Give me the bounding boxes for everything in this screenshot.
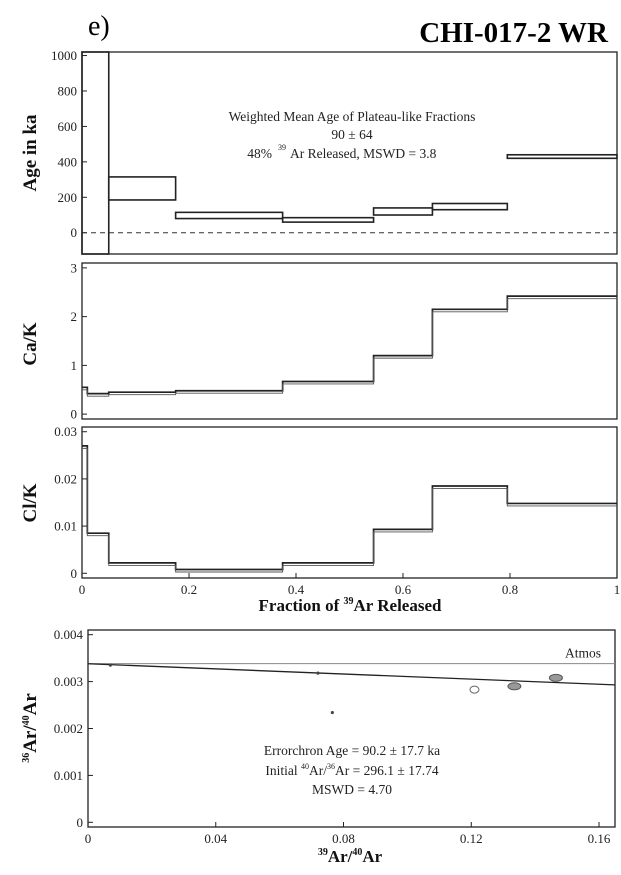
atmos-label: Atmos — [565, 646, 601, 661]
errorchron-initial: Initial 40Ar/36Ar = 296.1 ± 17.74 — [265, 762, 438, 778]
age-ytick-label: 200 — [58, 190, 78, 205]
plateau-annotation-sup: 39 — [278, 143, 286, 152]
errorchron-mswd: MSWD = 4.70 — [312, 782, 392, 797]
isochron-point — [108, 663, 112, 667]
ca-k-ylabel: Ca/K — [20, 322, 41, 366]
age-step-box — [281, 216, 375, 223]
fraction-xlabel-post: Ar Released — [354, 596, 443, 615]
age-ytick-label: 600 — [58, 119, 78, 134]
age-ytick-label: 0 — [71, 225, 78, 240]
isochron-xtick-label: 0.16 — [588, 831, 611, 846]
isochron-xtick-label: 0.04 — [204, 831, 227, 846]
isochron-xlabel-sup1: 39 — [318, 847, 328, 858]
errorchron-initial-sup1: 40 — [301, 762, 309, 771]
fraction-xlabel-pre: Fraction of — [259, 596, 344, 615]
fraction-xlabel: Fraction of 39Ar Released — [259, 596, 443, 615]
sample-title: CHI-017-2 WR — [419, 17, 609, 49]
ca-k-ytick-label: 1 — [71, 358, 78, 373]
isochron-point — [469, 685, 480, 694]
cl-k-ylabel: Cl/K — [20, 483, 41, 522]
errorchron-age: Errorchron Age = 90.2 ± 17.7 ka — [264, 743, 440, 758]
ca-k-ytick-label: 0 — [71, 407, 78, 422]
isochron-xlabel: 39Ar/40Ar — [318, 847, 383, 866]
ca-k-step-line — [82, 295, 617, 395]
ca-k-panel: Ca/K 0 1 2 3 — [20, 260, 618, 422]
fraction-xlabel-sup: 39 — [344, 596, 354, 607]
ca-k-frame — [81, 262, 618, 420]
isochron-xlabel-part2: Ar — [362, 847, 382, 866]
cl-k-panel: Cl/K Fraction of 39Ar Released 0 0.01 0.02… — [20, 424, 620, 615]
fraction-xtick-label: 0 — [79, 582, 86, 597]
age-ytick-label: 1000 — [51, 48, 77, 63]
svg-text:36Ar/40Ar: 36Ar/40Ar — [20, 693, 41, 763]
errorchron-initial-mid: Ar/ — [309, 763, 327, 778]
age-step-box — [372, 207, 434, 216]
isochron-ytick-label: 0.001 — [54, 768, 83, 783]
isochron-ytick-label: 0.002 — [54, 721, 83, 736]
isochron-ylabel-sup1: 36 — [21, 753, 32, 763]
fraction-xtick-label: 0.4 — [288, 582, 305, 597]
fraction-xtick-label: 0.8 — [502, 582, 518, 597]
cl-k-step-line-lower — [82, 447, 617, 573]
isochron-ytick-label: 0.004 — [54, 627, 84, 642]
fraction-xtick-label: 0.6 — [395, 582, 412, 597]
isochron-ylabel: 36Ar/40Ar — [20, 693, 41, 763]
cl-k-ytick-label: 0 — [71, 566, 78, 581]
cl-k-ytick-label: 0.02 — [54, 471, 77, 486]
age-ytick-label: 400 — [58, 154, 78, 169]
age-spectrum-ylabel: Age in ka — [20, 114, 41, 192]
ca-k-ytick-label: 3 — [71, 260, 78, 275]
isochron-frame — [87, 629, 616, 828]
cl-k-step-line — [82, 445, 617, 571]
isochron-xlabel-sup2: 40 — [352, 847, 362, 858]
fraction-xtick-label: 0.2 — [181, 582, 197, 597]
isochron-ytick-label: 0.003 — [54, 674, 83, 689]
plateau-annotation-percent: 48% — [247, 146, 272, 161]
errorchron-fit-line — [87, 663, 616, 686]
ca-k-step-line-lower — [82, 298, 617, 397]
isochron-ylabel-part2: Ar — [20, 693, 41, 716]
isochron-point — [507, 682, 522, 691]
isochron-ylabel-part1: Ar/ — [20, 725, 41, 753]
isochron-xlabel-part1: Ar/ — [328, 847, 353, 866]
age-spectrum-panel: Age in ka Weighted Mean Age of Plateau-l… — [20, 48, 618, 255]
isochron-xtick-label: 0.12 — [460, 831, 483, 846]
plateau-annotation: Weighted Mean Age of Plateau-like Fracti… — [229, 109, 476, 161]
isochron-xtick-label: 0 — [85, 831, 92, 846]
errorchron-initial-sup2: 36 — [327, 762, 335, 771]
age-step-box — [81, 51, 110, 255]
isochron-point — [330, 710, 334, 715]
age-step-box — [107, 176, 177, 201]
errorchron-annotation: Errorchron Age = 90.2 ± 17.7 ka Initial … — [264, 743, 440, 797]
age-step-box — [174, 211, 284, 220]
isochron-point — [316, 671, 320, 675]
age-step-box — [431, 202, 509, 211]
isochron-ylabel-sup2: 40 — [21, 715, 32, 725]
errorchron-initial-post: Ar = 296.1 ± 17.74 — [335, 763, 439, 778]
plateau-annotation-line3: Ar Released, MSWD = 3.8 — [290, 146, 437, 161]
errorchron-initial-pre: Initial — [265, 763, 301, 778]
isochron-panel: 36Ar/40Ar 39Ar/40Ar Errorchron Age = 90.… — [20, 627, 616, 866]
isochron-xtick-label: 0.08 — [332, 831, 355, 846]
plateau-annotation-line2: 90 ± 64 — [331, 127, 372, 142]
fraction-xtick-label: 1 — [614, 582, 621, 597]
ca-k-ytick-label: 2 — [71, 309, 78, 324]
age-step-box — [506, 153, 618, 160]
cl-k-frame — [81, 426, 618, 579]
isochron-point — [548, 673, 563, 682]
cl-k-ytick-label: 0.01 — [54, 519, 77, 534]
age-ytick-label: 800 — [58, 83, 78, 98]
panel-letter: e) — [88, 11, 110, 42]
plateau-annotation-line1: Weighted Mean Age of Plateau-like Fracti… — [229, 109, 476, 124]
isochron-ytick-label: 0 — [77, 815, 84, 830]
cl-k-ytick-label: 0.03 — [54, 424, 77, 439]
